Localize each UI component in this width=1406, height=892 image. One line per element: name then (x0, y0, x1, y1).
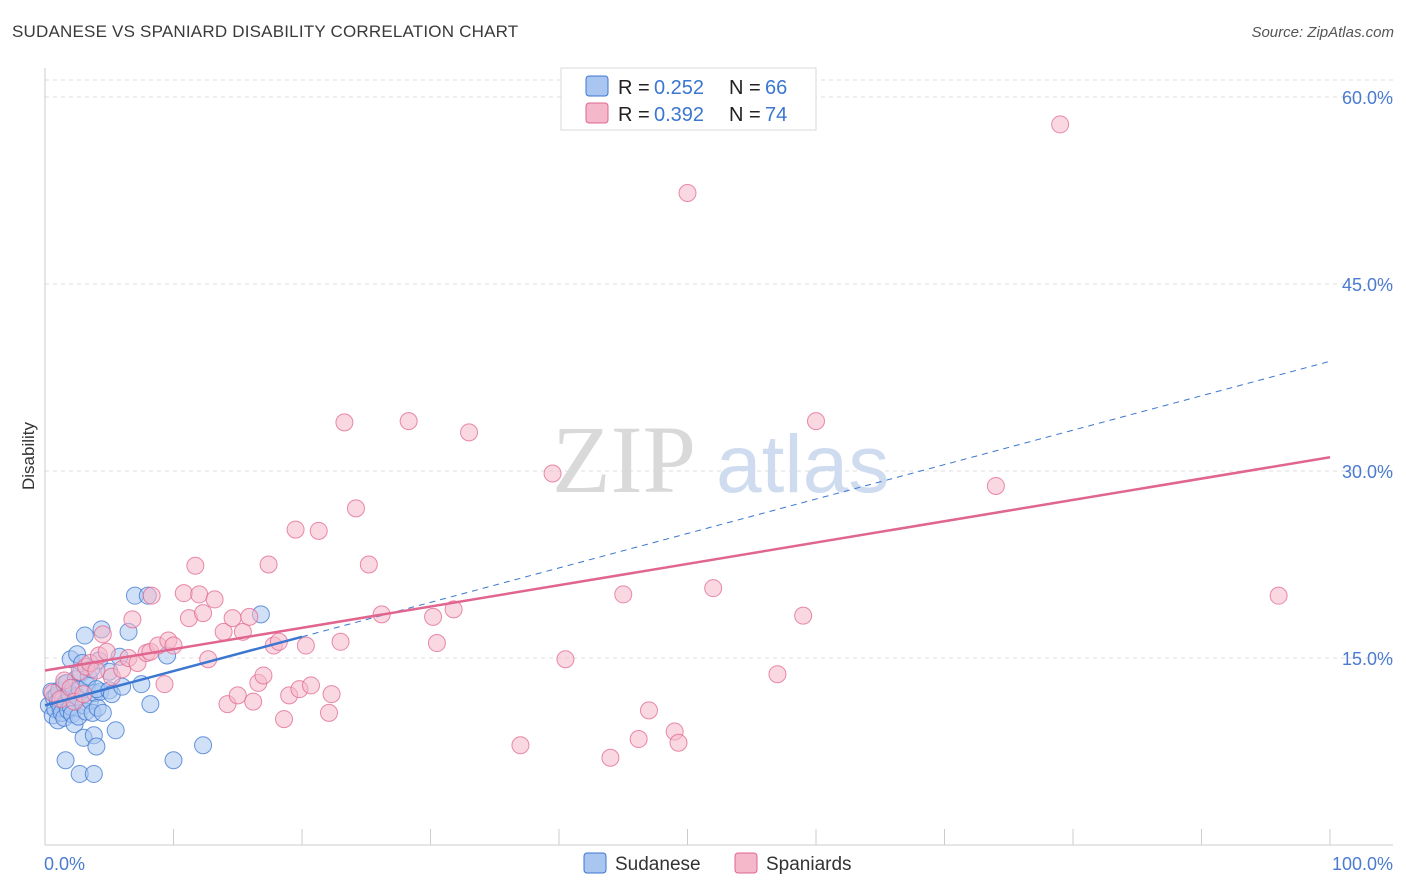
trend-lines (44, 360, 1331, 707)
spaniards-point-31 (205, 590, 224, 609)
spaniards-point-75 (794, 606, 813, 625)
spaniards-point-49 (301, 676, 320, 695)
spaniards-point-76 (807, 412, 825, 431)
sudanese-trend-extension (301, 360, 1331, 638)
y-tick-label-0: 15.0% (1342, 649, 1393, 669)
spaniards-point-46 (286, 520, 305, 539)
sudanese-point-32 (75, 626, 94, 645)
spaniards-point-27 (186, 556, 205, 575)
spaniards-point-12 (93, 625, 112, 644)
sudanese-point-61 (141, 695, 160, 714)
source-label: Source: ZipAtlas.com (1251, 24, 1394, 41)
legend-r-value-spaniards: 0.392 (654, 104, 704, 126)
legend-r-label-sudanese: R = (618, 77, 650, 99)
sudanese-trend-line (44, 635, 303, 707)
spaniards-point-28 (190, 585, 209, 604)
sudanese-point-41 (87, 737, 106, 756)
legend-n-label-sudanese: N = (729, 77, 761, 99)
spaniards-point-78 (1051, 115, 1070, 134)
spaniards-point-24 (164, 636, 183, 655)
spaniards-point-74 (768, 665, 787, 684)
spaniards-point-41 (259, 555, 278, 574)
legend-swatch-spaniards (585, 102, 609, 124)
spaniards-point-67 (614, 585, 633, 604)
spaniards-point-51 (319, 703, 338, 722)
spaniards-trend-line (44, 456, 1331, 672)
spaniards-point-69 (639, 701, 658, 720)
spaniards-point-72 (678, 183, 697, 202)
spaniards-point-29 (194, 604, 213, 623)
spaniards-point-61 (444, 600, 463, 619)
legend-n-value-spaniards: 74 (765, 104, 787, 126)
y-tick-label-2: 45.0% (1342, 275, 1393, 295)
watermark-atlas: atlas (716, 419, 889, 510)
y-axis-label: Disability (19, 421, 38, 490)
bottom-legend-label-spaniards: Spaniards (766, 854, 852, 875)
spaniards-point-53 (331, 632, 350, 651)
spaniards-point-66 (601, 748, 620, 767)
watermark-zip: ZIP (552, 406, 696, 513)
x-tick-label-0: 0.0% (44, 854, 85, 874)
spaniards-point-60 (427, 634, 446, 653)
spaniards-point-19 (142, 586, 161, 605)
legend-n-value-sudanese: 66 (765, 77, 787, 99)
y-tick-label-1: 30.0% (1342, 462, 1393, 482)
spaniards-point-22 (155, 675, 174, 694)
spaniards-point-63 (511, 736, 530, 755)
y-tick-label-3: 60.0% (1342, 88, 1393, 108)
sudanese-point-52 (106, 721, 125, 740)
x-tick-label-1: 100.0% (1332, 854, 1393, 874)
sudanese-point-46 (93, 703, 112, 722)
correlation-legend: R = 0.252 N = 66 R = 0.392 N = 74 (560, 67, 817, 131)
spaniards-point-77 (986, 476, 1005, 495)
y-tick-labels: 15.0% 30.0% 45.0% 60.0% (1342, 88, 1393, 669)
sudanese-point-47 (56, 751, 75, 770)
spaniards-point-35 (228, 686, 247, 705)
spaniards-point-44 (275, 710, 294, 729)
spaniards-point-52 (322, 685, 341, 704)
spaniards-point-56 (359, 555, 378, 574)
sudanese-point-64 (194, 736, 213, 755)
spaniards-point-58 (399, 412, 418, 431)
series-legend: Sudanese Spaniards (583, 852, 852, 875)
spaniards-point-40 (254, 666, 273, 685)
x-tick-labels: 0.0% 100.0% (44, 854, 1393, 874)
spaniards-point-25 (174, 584, 193, 603)
sudanese-point-49 (84, 764, 103, 783)
legend-swatch-sudanese (585, 75, 609, 97)
sudanese-point-63 (164, 751, 183, 770)
spaniards-points (43, 115, 1288, 767)
bottom-legend-swatch-sudanese (583, 852, 607, 874)
spaniards-point-64 (543, 464, 562, 483)
spaniards-point-16 (123, 610, 142, 629)
spaniards-point-38 (244, 692, 263, 711)
spaniards-point-73 (704, 579, 723, 598)
grid-lines (45, 79, 1393, 659)
spaniards-point-50 (309, 521, 328, 540)
spaniards-point-79 (1269, 586, 1288, 605)
spaniards-point-11 (97, 642, 116, 661)
spaniards-point-54 (335, 413, 354, 432)
spaniards-point-55 (346, 499, 365, 518)
legend-r-label-spaniards: R = (618, 104, 650, 126)
spaniards-point-59 (424, 607, 443, 626)
spaniards-point-62 (460, 423, 479, 442)
legend-n-label-spaniards: N = (729, 104, 761, 126)
spaniards-point-48 (296, 636, 315, 655)
spaniards-point-65 (556, 650, 575, 669)
spaniards-point-71 (669, 733, 688, 752)
chart-title: SUDANESE VS SPANIARD DISABILITY CORRELAT… (12, 22, 519, 41)
watermark: ZIP atlas (552, 406, 889, 513)
bottom-legend-label-sudanese: Sudanese (615, 854, 701, 875)
spaniards-point-9 (87, 661, 106, 680)
bottom-legend-swatch-spaniards (734, 852, 758, 874)
legend-r-value-sudanese: 0.252 (654, 77, 704, 99)
spaniards-point-68 (629, 730, 648, 749)
spaniards-point-37 (240, 607, 259, 626)
